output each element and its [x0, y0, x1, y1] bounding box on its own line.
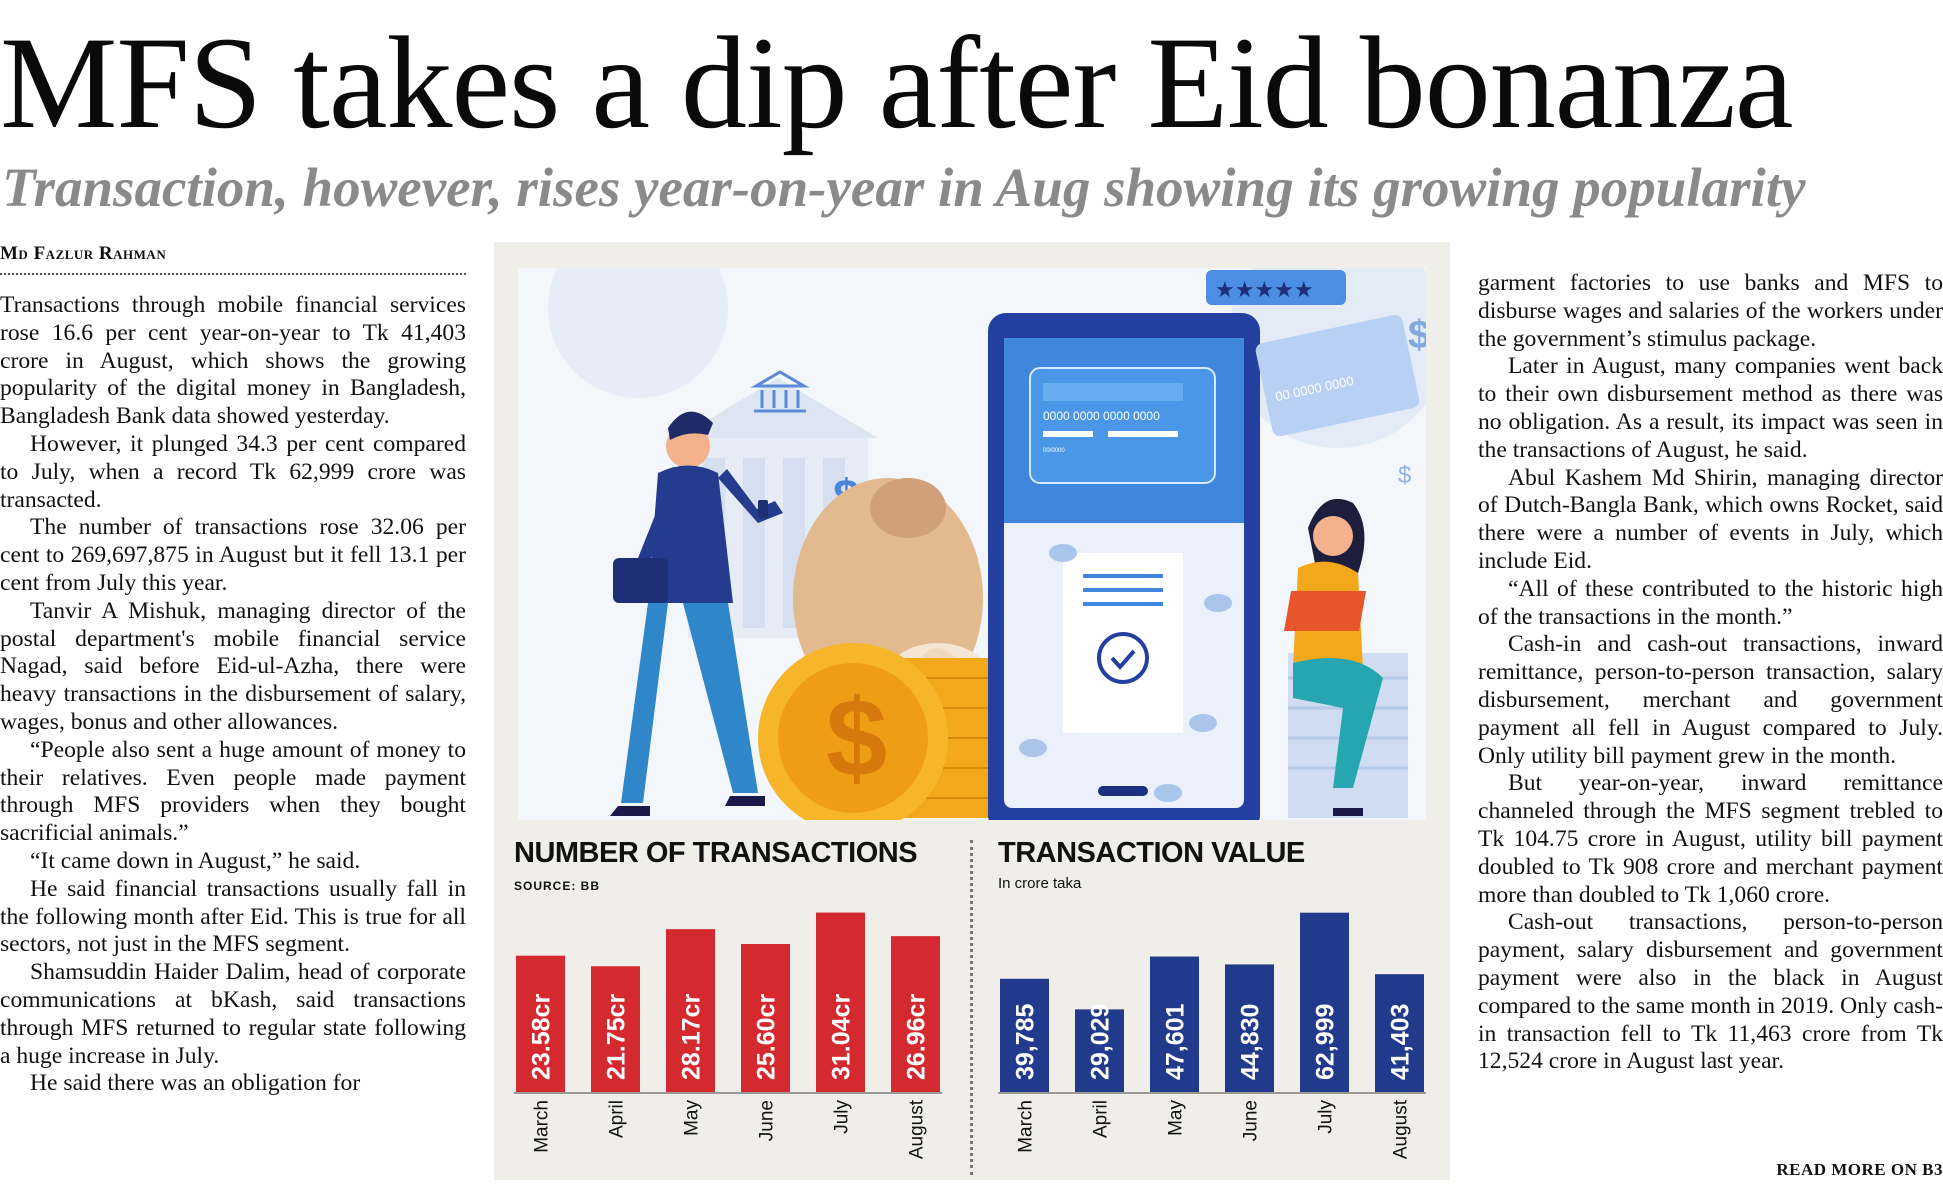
- x-tick-label: June: [757, 1100, 778, 1141]
- x-tick-label: April: [1091, 1100, 1112, 1138]
- receipt-icon: [1063, 553, 1183, 733]
- article-paragraph: “It came down in August,” he said.: [30, 847, 361, 874]
- bar-chart: 39,785 March 29,029 April 47,601 May 44,830 Jun…: [998, 912, 1426, 1159]
- x-tick-label: August: [907, 1099, 928, 1159]
- x-tick-label: May: [682, 1100, 703, 1136]
- man-figure: [610, 411, 783, 816]
- chart-bar: [516, 955, 565, 1092]
- card-number: 0000 0000 0000 0000: [1043, 409, 1160, 423]
- bank-icon: [750, 370, 810, 413]
- article-paragraph: Abul Kashem Md Shirin, managing director…: [1478, 464, 1943, 574]
- chart-title: NUMBER OF TRANSACTIONS: [514, 837, 918, 869]
- headline: MFS takes a dip after Eid bonanza: [0, 9, 1794, 156]
- background-circle: [548, 268, 728, 398]
- chart-subtitle: In crore taka: [998, 875, 1082, 892]
- chart-bar: [1000, 978, 1049, 1092]
- chart-bar: [1375, 974, 1424, 1092]
- chart-bar: [666, 929, 715, 1092]
- x-tick-label: May: [1166, 1100, 1187, 1136]
- dollar-sign-icon: $: [1398, 462, 1411, 489]
- chart-title: TRANSACTION VALUE: [998, 837, 1305, 869]
- article-paragraph: But year-on-year, inward remittance chan…: [1478, 770, 1943, 908]
- x-tick-label: April: [607, 1100, 628, 1138]
- chart-bar: [591, 966, 640, 1092]
- chart-bar: [1150, 956, 1199, 1092]
- subheadline: Transaction, however, rises year-on-year…: [2, 157, 1806, 218]
- article-paragraph: However, it plunged 34.3 per cent compar…: [0, 430, 466, 513]
- article-paragraph: Cash-in and cash-out transactions, inwar…: [1478, 631, 1943, 769]
- article-paragraph: The number of transactions rose 32.06 pe…: [0, 514, 466, 596]
- rating-bubble: ★★★★★: [1206, 270, 1346, 305]
- chart-transaction-value: TRANSACTION VALUE In crore taka 39,785 Ma…: [998, 837, 1428, 1177]
- chart-bar: [891, 936, 940, 1092]
- article-column-right: garment factories to use banks and MFS t…: [1478, 270, 1943, 1076]
- byline: Md Fazlur Rahman: [0, 243, 466, 275]
- laptop-icon: [1283, 591, 1367, 631]
- bar-data-label: 62,999: [1312, 1004, 1340, 1080]
- svg-text:$: $: [826, 677, 887, 800]
- article-paragraph: He said financial transactions usually f…: [0, 875, 466, 958]
- bar-data-label: 41,403: [1387, 1004, 1415, 1080]
- article-paragraph: He said there was an obligation for: [30, 1070, 361, 1097]
- bar-data-label: 28.17cr: [678, 994, 706, 1080]
- card-expiry: 00/0000: [1043, 448, 1065, 454]
- dollar-coin-icon: $: [758, 643, 948, 820]
- bar-data-label: 21.75cr: [603, 994, 631, 1080]
- article-column-left: Transactions through mobile financial se…: [0, 292, 466, 1098]
- bar-data-label: 47,601: [1162, 1003, 1190, 1080]
- x-tick-label: June: [1241, 1100, 1262, 1141]
- bar-data-label: 31.04cr: [828, 994, 856, 1080]
- chart-bar: [1075, 1009, 1124, 1092]
- article-paragraph: “People also sent a huge amount of money…: [0, 736, 466, 847]
- chart-bar: [741, 944, 790, 1092]
- article-paragraph: Cash-out transactions, person-to-person …: [1478, 909, 1943, 1075]
- smartphone-icon: 0000 0000 0000 0000 00/0000: [988, 313, 1260, 820]
- x-tick-label: August: [1391, 1099, 1412, 1159]
- article-paragraph: garment factories to use banks and MFS t…: [1478, 270, 1943, 352]
- infographic: $ $: [494, 242, 1450, 1180]
- bar-data-label: 23.58cr: [528, 994, 556, 1080]
- bar-data-label: 29,029: [1087, 1004, 1115, 1080]
- article-paragraph: Shamsuddin Haider Dalim, head of corpora…: [0, 959, 466, 1069]
- chart-bar: [1300, 912, 1349, 1092]
- dollar-sign-icon: $: [1408, 313, 1426, 357]
- chart-divider: [970, 840, 973, 1175]
- star-rating-icon: ★★★★★: [1215, 278, 1314, 303]
- bar-data-label: 26.96cr: [903, 994, 931, 1080]
- bar-data-label: 44,830: [1237, 1004, 1265, 1080]
- article-paragraph: Later in August, many companies went bac…: [1478, 353, 1943, 463]
- briefcase-icon: [613, 558, 668, 603]
- article-paragraph: Transactions through mobile financial se…: [0, 292, 466, 430]
- chart-number-of-transactions: NUMBER OF TRANSACTIONS SOURCE: BB 23.58c…: [514, 837, 944, 1177]
- chart-source: SOURCE: BB: [514, 879, 601, 893]
- chart-bar: [816, 912, 865, 1092]
- x-tick-label: July: [832, 1100, 853, 1134]
- woman-figure: [1283, 498, 1408, 818]
- bar-data-label: 25.60cr: [753, 994, 781, 1080]
- x-tick-label: March: [532, 1100, 553, 1153]
- article-paragraph: Tanvir A Mishuk, managing director of th…: [0, 597, 466, 735]
- x-tick-label: March: [1016, 1100, 1037, 1153]
- bar-data-label: 39,785: [1012, 1003, 1040, 1080]
- bar-chart: 23.58cr March 21.75cr April 28.17cr May 25.60c…: [514, 912, 942, 1159]
- x-tick-label: July: [1316, 1100, 1337, 1134]
- article-paragraph: “All of these contributed to the histori…: [1478, 575, 1943, 630]
- credit-card-icon: 00 0000 0000: [1255, 314, 1420, 437]
- read-more-link[interactable]: READ MORE ON B3: [1776, 1160, 1943, 1179]
- checkmark-icon: [1097, 632, 1149, 684]
- chart-bar: [1225, 964, 1274, 1092]
- mobile-payment-illustration: $ $: [518, 268, 1426, 820]
